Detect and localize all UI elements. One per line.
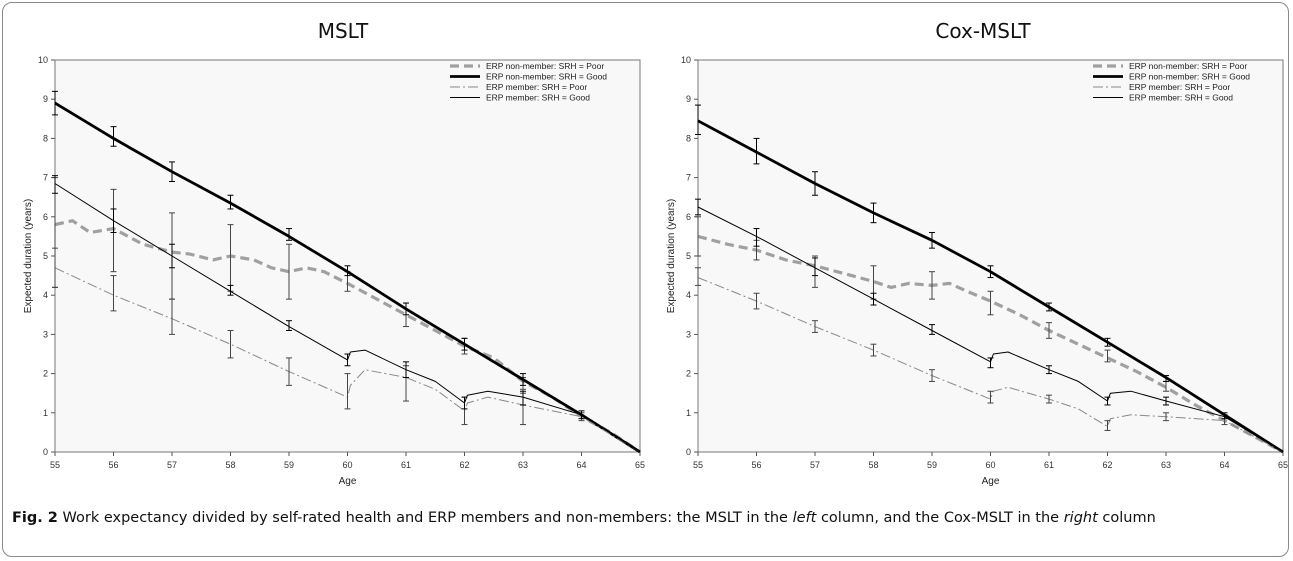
y-axis-label: Expected duration (years) (23, 199, 34, 314)
y-tick-label: 3 (686, 329, 691, 339)
x-tick-label: 56 (108, 460, 118, 470)
y-tick-label: 5 (686, 251, 691, 261)
y-tick-label: 7 (686, 173, 691, 183)
caption-em-2: right (1063, 510, 1098, 526)
y-tick-label: 8 (43, 133, 48, 143)
x-tick-label: 62 (459, 460, 469, 470)
series-line-3 (697, 277, 1284, 453)
x-tick-label: 56 (751, 460, 761, 470)
chart-left: 55 56 57 58 59 60 61 62 63 64 65012345678910AgeExp… (23, 55, 645, 487)
chart-title-right: Cox-MSLT (935, 19, 1031, 43)
x-tick-label: 64 (1219, 460, 1229, 470)
x-axis-label: Age (339, 476, 357, 487)
legend-label-2: ERP non-member: SRH = Good (486, 72, 607, 82)
y-tick-label: 2 (686, 369, 691, 379)
x-tick-label: 60 (985, 460, 995, 470)
y-tick-label: 9 (686, 94, 691, 104)
legend-label-4: ERP member: SRH = Good (486, 93, 590, 103)
legend-label-2: ERP non-member: SRH = Good (1129, 72, 1250, 82)
legend-label-1: ERP non-member: SRH = Poor (486, 61, 604, 71)
series-line-4 (54, 183, 641, 453)
legend-label-1: ERP non-member: SRH = Poor (1129, 61, 1247, 71)
x-tick-label: 62 (1102, 460, 1112, 470)
y-tick-label: 6 (686, 212, 691, 222)
chart-title-left: MSLT (317, 19, 369, 43)
y-axis-label: Expected duration (years) (666, 199, 677, 314)
legend-label-3: ERP member: SRH = Poor (1129, 82, 1230, 92)
x-tick-label: 61 (401, 460, 411, 470)
caption-label: Fig. 2 (12, 510, 58, 526)
x-tick-label: 55 (50, 460, 60, 470)
legend-label-3: ERP member: SRH = Poor (486, 82, 587, 92)
caption-text-3: column (1097, 510, 1156, 526)
y-tick-label: 7 (43, 173, 48, 183)
y-tick-label: 4 (686, 290, 691, 300)
legend-label-4: ERP member: SRH = Good (1129, 93, 1233, 103)
x-tick-label: 58 (225, 460, 235, 470)
y-tick-label: 9 (43, 94, 48, 104)
y-tick-label: 2 (43, 369, 48, 379)
caption-em-1: left (792, 510, 817, 526)
x-tick-label: 61 (1044, 460, 1054, 470)
plot-area (697, 59, 1284, 453)
y-tick-label: 0 (686, 447, 691, 457)
y-tick-label: 5 (43, 251, 48, 261)
figure-caption: Fig. 2 Work expectancy divided by self-r… (12, 508, 1282, 528)
chart-right: 55 56 57 58 59 60 61 62 63 64 65012345678910AgeExp… (666, 55, 1288, 487)
series-line-3 (54, 267, 641, 453)
x-tick-label: 63 (518, 460, 528, 470)
x-tick-label: 59 (927, 460, 937, 470)
y-tick-label: 1 (686, 408, 691, 418)
y-tick-label: 10 (38, 55, 48, 65)
x-tick-label: 63 (1161, 460, 1171, 470)
x-tick-label: 65 (1278, 460, 1288, 470)
x-tick-label: 60 (342, 460, 352, 470)
series-line-4 (697, 206, 1284, 453)
series-line-1 (697, 234, 1284, 454)
x-tick-label: 65 (635, 460, 645, 470)
x-tick-label: 64 (576, 460, 586, 470)
x-tick-label: 57 (167, 460, 177, 470)
y-tick-label: 3 (43, 329, 48, 339)
y-tick-label: 10 (681, 55, 691, 65)
x-tick-label: 55 (693, 460, 703, 470)
x-axis-label: Age (982, 476, 1000, 487)
x-tick-label: 57 (810, 460, 820, 470)
y-tick-label: 4 (43, 290, 48, 300)
y-tick-label: 6 (43, 212, 48, 222)
x-tick-label: 58 (868, 460, 878, 470)
y-tick-label: 1 (43, 408, 48, 418)
caption-text-1: Work expectancy divided by self-rated he… (57, 510, 793, 526)
y-tick-label: 8 (686, 133, 691, 143)
y-tick-label: 0 (43, 447, 48, 457)
caption-text-2: column, and the Cox-MSLT in the (816, 510, 1064, 526)
x-tick-label: 59 (284, 460, 294, 470)
